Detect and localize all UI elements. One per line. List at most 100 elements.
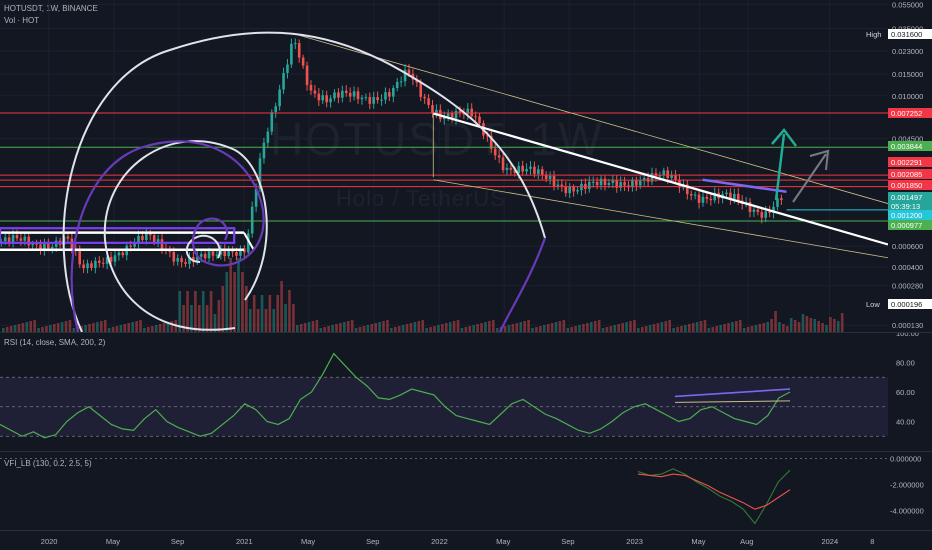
candle-body bbox=[572, 186, 575, 192]
price-label-value: 0.031600 bbox=[891, 30, 922, 39]
candle-body bbox=[611, 180, 615, 183]
candle-body bbox=[768, 211, 771, 213]
vfi-pane[interactable] bbox=[0, 452, 888, 530]
price-axis-svg: 0.0550000.0350000.0230000.0150000.010000… bbox=[888, 0, 932, 330]
volume-bar bbox=[809, 318, 813, 332]
volume-bar bbox=[833, 319, 836, 332]
time-tick-label: Sep bbox=[171, 537, 184, 546]
volume-bar bbox=[574, 326, 577, 332]
candle-body bbox=[3, 237, 7, 242]
candle-body bbox=[776, 198, 779, 207]
price-label-value: 0.001497 bbox=[891, 193, 922, 202]
time-tick-label: May bbox=[106, 537, 120, 546]
price-label-value: 0.007252 bbox=[891, 109, 922, 118]
candle-body bbox=[544, 174, 548, 179]
volume-bar bbox=[350, 320, 354, 332]
candle-body bbox=[380, 99, 383, 101]
vfi-label: VFI_LB (130, 0.2, 2.5, 5) bbox=[4, 459, 92, 468]
candle-body bbox=[501, 157, 505, 171]
purple-range-box bbox=[0, 227, 236, 244]
candle-body bbox=[693, 194, 697, 196]
price-label-bg bbox=[888, 299, 932, 309]
time-axis[interactable]: 2020 May Sep 2021 May Sep 2022 May Sep 2023 May Aug… bbox=[0, 531, 932, 550]
volume-bar bbox=[601, 328, 605, 332]
volume-bar bbox=[323, 327, 327, 332]
pane-divider[interactable] bbox=[0, 451, 932, 452]
fib-spiral-purple-inner bbox=[191, 217, 229, 264]
vfi-axis[interactable]: 0.000000 -2.000000 -4.000000 bbox=[888, 452, 932, 530]
time-tick-label: 2023 bbox=[626, 537, 643, 546]
volume-bar bbox=[182, 305, 185, 332]
volume-bar bbox=[735, 321, 738, 332]
volume-bar bbox=[789, 318, 793, 332]
candle-body bbox=[160, 239, 164, 249]
candle-body bbox=[117, 252, 121, 256]
candle-body bbox=[466, 108, 470, 115]
volume-bar bbox=[158, 324, 162, 332]
candle-body bbox=[215, 254, 219, 256]
volume-bar bbox=[664, 321, 668, 332]
volume-bar bbox=[472, 325, 475, 332]
candle-body bbox=[86, 263, 89, 269]
volume-bar bbox=[539, 326, 542, 332]
candle-body bbox=[729, 192, 732, 200]
time-tick-label: Aug bbox=[740, 537, 753, 546]
volume-bar bbox=[241, 272, 244, 332]
price-tick-label: 0.004500 bbox=[892, 135, 923, 144]
volume-bar bbox=[107, 328, 111, 332]
volume-bar bbox=[49, 325, 52, 332]
volume-bar bbox=[688, 324, 691, 332]
volume-bar bbox=[401, 325, 405, 332]
volume-bar bbox=[335, 324, 338, 332]
candle-body bbox=[109, 256, 113, 262]
rsi-axis[interactable]: 100.00 80.00 60.00 40.00 bbox=[888, 333, 932, 451]
time-tick-label: Sep bbox=[366, 537, 379, 546]
candle-body bbox=[556, 184, 560, 186]
volume-bar bbox=[315, 320, 319, 332]
volume-bar bbox=[331, 325, 334, 332]
trend-line-upper bbox=[294, 33, 888, 204]
vfi-tick-label: 0.000000 bbox=[890, 455, 921, 464]
volume-bar bbox=[727, 323, 730, 332]
price-label-value: 05:39:13 bbox=[891, 202, 920, 211]
main-trend-line bbox=[432, 112, 888, 246]
rsi-label: RSI (14, close, SMA, 200, 2) bbox=[4, 338, 106, 347]
candle-body bbox=[689, 194, 693, 196]
volume-bar bbox=[245, 286, 248, 332]
candle-body bbox=[82, 264, 85, 269]
target-arrow-gray-head bbox=[809, 149, 830, 171]
candle-body bbox=[615, 180, 619, 188]
candle-body bbox=[458, 110, 462, 114]
pane-divider[interactable] bbox=[0, 332, 932, 333]
price-pane[interactable]: High Low bbox=[0, 0, 888, 332]
rsi-axis-svg: 100.00 80.00 60.00 40.00 bbox=[896, 333, 919, 427]
volume-bar bbox=[417, 321, 421, 332]
price-label-tag-bg bbox=[864, 29, 888, 39]
volume-bar bbox=[52, 324, 56, 332]
volume-bar bbox=[362, 326, 366, 332]
candle-body bbox=[486, 135, 489, 137]
candle-body bbox=[638, 180, 642, 186]
volume-bar bbox=[394, 327, 397, 332]
candle-body bbox=[243, 248, 246, 253]
volume-bar bbox=[527, 320, 530, 332]
candle-body bbox=[419, 82, 423, 97]
volume-bar bbox=[684, 325, 687, 332]
price-axis[interactable]: 0.0550000.0350000.0230000.0150000.010000… bbox=[888, 0, 932, 332]
volume-bar bbox=[492, 320, 495, 332]
volume-bar bbox=[586, 323, 589, 332]
candle-body bbox=[701, 196, 705, 203]
volume-bar bbox=[542, 325, 546, 332]
candle-body bbox=[188, 256, 191, 264]
volume-bar bbox=[288, 290, 291, 332]
candle-body bbox=[591, 181, 595, 183]
candle-body bbox=[470, 108, 473, 117]
volume-bar bbox=[217, 300, 221, 332]
fib-spiral-white-outer bbox=[62, 31, 546, 332]
volume-bar bbox=[64, 321, 68, 332]
candle-body bbox=[392, 87, 395, 97]
candle-body bbox=[725, 192, 728, 195]
rsi-line bbox=[0, 352, 791, 439]
rsi-pane[interactable] bbox=[0, 333, 888, 451]
volume-bar bbox=[307, 322, 311, 332]
